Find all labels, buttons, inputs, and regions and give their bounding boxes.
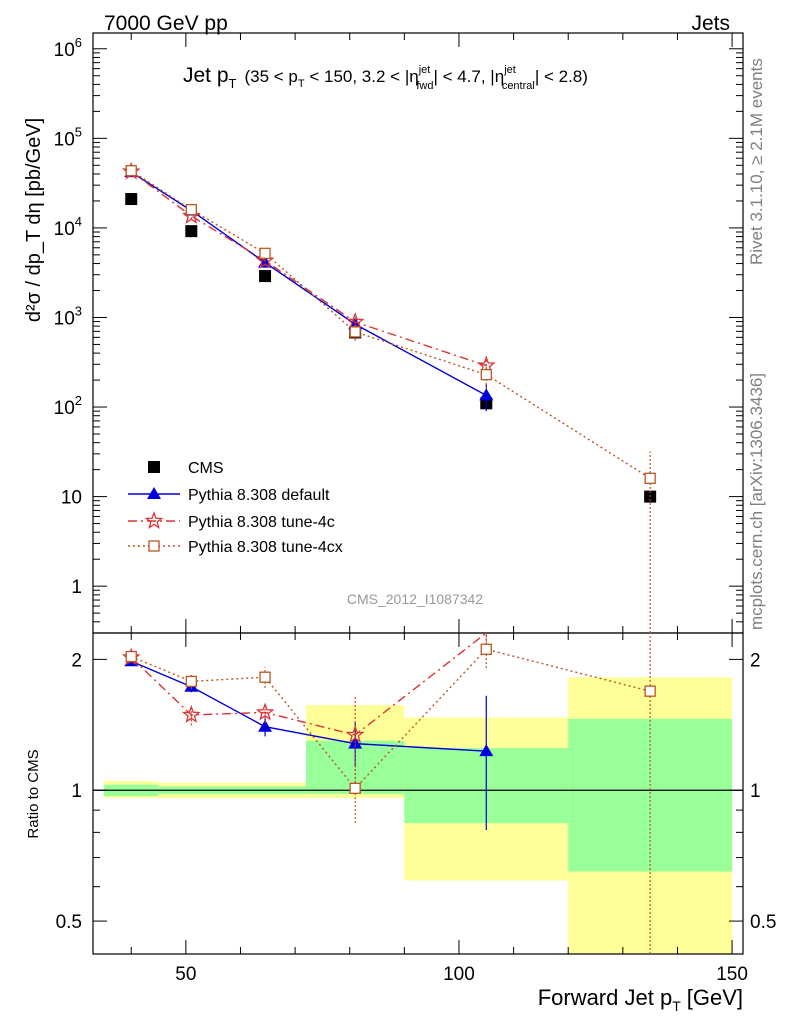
data-point-1	[479, 388, 494, 401]
data-point-cms	[259, 270, 272, 283]
y-tick-label-ratio: 2	[71, 650, 82, 671]
data-point-3	[125, 165, 137, 177]
legend-label-3: Pythia 8.308 tune-4cx	[188, 539, 343, 556]
x-tick-label: 50	[175, 964, 196, 985]
ratio-point-2	[125, 650, 137, 663]
data-point-cms	[125, 193, 138, 206]
legend-label-2: Pythia 8.308 tune-4c	[188, 514, 335, 531]
x-tick-label: 100	[443, 964, 475, 985]
y-tick-label-ratio: 1	[71, 781, 82, 802]
ratio-point-0	[258, 719, 273, 732]
analysis-watermark: CMS_2012_I1087342	[347, 591, 483, 607]
ratio-point-1	[255, 702, 275, 721]
data-point-2	[181, 206, 201, 224]
category-label: Jets	[691, 12, 730, 35]
data-point-3	[259, 247, 271, 259]
legend-marker-2	[144, 511, 164, 529]
data-point-2	[255, 250, 275, 269]
plot-title: Jet pT (35 < pT < 150, 3.2 < |ηjet fwd| < …	[183, 64, 588, 92]
main-y-axis-label: d²σ / dp_T dη [pb/GeV]	[23, 118, 45, 322]
title-cut2-sub: fwd	[416, 80, 433, 92]
legend-marker-3	[148, 540, 160, 552]
title-cut3-sup: jet	[503, 64, 516, 76]
ratio-point-1	[181, 705, 201, 723]
y-tick-label-main: 104	[54, 214, 82, 240]
y-tick-label-ratio: 0.5	[56, 912, 82, 933]
series-line-1	[130, 171, 487, 396]
rivet-label: Rivet 3.1.10, ≥ 2.1M events	[747, 58, 766, 265]
y-tick-label-ratio-right: 2	[750, 650, 761, 671]
data-point-cms	[185, 225, 198, 238]
ratio-y-axis-label: Ratio to CMS	[25, 749, 42, 838]
data-point-3	[644, 472, 656, 484]
title-main: Jet p	[183, 64, 229, 87]
main-y-axis-label-text: d²σ / dp_T dη [pb/GeV]	[23, 118, 45, 322]
main-panel-series	[121, 161, 657, 633]
legend-marker-cms	[148, 461, 160, 473]
ratio-point-2	[644, 685, 656, 697]
y-tick-label-main: 10	[61, 488, 82, 509]
legend: CMS Pythia 8.308 default Pythia 8.308 tune…	[128, 460, 343, 556]
ratio-point-2	[185, 675, 197, 688]
legend-marker-1	[147, 487, 161, 499]
mcplots-label: mcplots.cern.ch [arXiv:1306.3436]	[747, 373, 766, 630]
ratio-point-1	[345, 725, 365, 744]
data-point-3	[480, 368, 492, 381]
title-cut: (35 < p	[244, 67, 297, 86]
axis-ticks: 50 100 150 1 10 102 103 104 105 106 0.5 0.5 1 1 2 2	[54, 33, 776, 985]
x-axis-label-sub: T	[672, 998, 681, 1014]
series-line-2	[130, 171, 487, 367]
x-axis-label-unit: [GeV]	[687, 985, 743, 1010]
ratio-point-2	[480, 643, 492, 655]
ratio-line-2	[130, 648, 651, 790]
y-tick-label-ratio-right: 0.5	[750, 912, 776, 933]
y-tick-label-ratio-right: 1	[750, 781, 761, 802]
energy-label: 7000 GeV pp	[104, 12, 228, 35]
y-tick-label-main: 102	[54, 393, 82, 419]
y-tick-label-main: 103	[54, 303, 82, 329]
x-axis-label-main: Forward Jet p	[538, 985, 673, 1010]
title-cut3: | < 4.7, |η	[433, 67, 504, 86]
ratio-plot-frame	[92, 632, 744, 955]
ratio-point-2	[259, 671, 271, 683]
x-axis-label: Forward Jet pT [GeV]	[538, 985, 743, 1014]
data-point-3	[349, 326, 361, 338]
title-cut3-sub: central	[502, 80, 535, 92]
title-cut2: < 150, 3.2 < |η	[305, 67, 419, 86]
title-cut2-sup: jet	[418, 64, 431, 76]
legend-label-1: Pythia 8.308 default	[188, 487, 330, 504]
data-point-2	[345, 312, 365, 330]
title-cut-sub: T	[298, 78, 305, 90]
ratio-line-1	[130, 632, 487, 736]
ratio-point-0	[479, 744, 494, 757]
ratio-panel-series	[121, 632, 656, 954]
title-main-sub: T	[229, 76, 237, 91]
legend-label-0: CMS	[188, 460, 224, 477]
x-tick-label: 150	[716, 964, 748, 985]
y-tick-label-main: 105	[54, 124, 82, 150]
ratio-point-2	[349, 782, 361, 795]
y-tick-label-main: 1	[71, 577, 82, 598]
data-point-3	[185, 203, 197, 216]
title-cut4: | < 2.8)	[535, 67, 588, 86]
y-tick-label-main: 106	[54, 35, 82, 61]
series-line-3	[130, 170, 651, 479]
